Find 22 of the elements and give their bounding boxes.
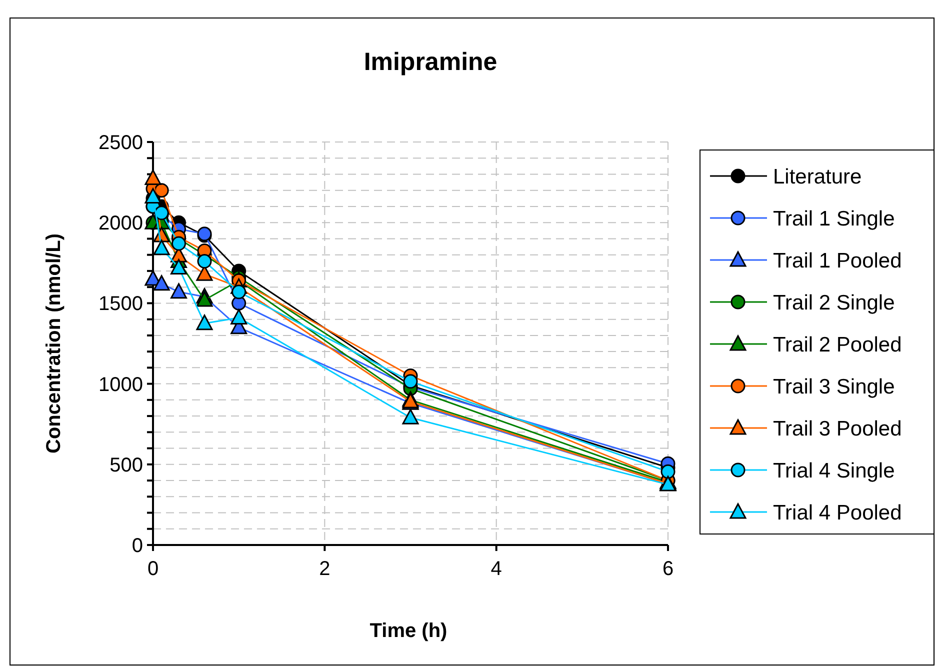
y-tick-label: 500 — [110, 454, 143, 476]
legend-label: Trial 4 Pooled — [773, 501, 902, 524]
chart-title: Imipramine — [364, 48, 498, 76]
x-axis-title: Time (h) — [370, 620, 448, 642]
y-tick-label: 2000 — [98, 212, 143, 235]
legend-label: Trail 2 Single — [773, 291, 895, 314]
y-axis-title: Concentration (nmol/L) — [43, 234, 65, 454]
legend-label: Trail 3 Single — [773, 375, 895, 398]
x-tick-label: 4 — [490, 558, 502, 580]
legend-label: Trail 3 Pooled — [773, 417, 902, 440]
x-tick-label: 6 — [662, 558, 674, 580]
y-tick-label: 2500 — [98, 132, 143, 154]
x-tick-label: 2 — [319, 558, 330, 580]
legend-label: Trial 4 Single — [773, 459, 895, 482]
y-tick-label: 1500 — [98, 293, 143, 316]
legend-label: Trail 1 Pooled — [773, 249, 902, 272]
legend-label: Literature — [773, 165, 862, 188]
x-tick-label: 0 — [147, 558, 159, 580]
y-tick-label: 0 — [132, 535, 143, 557]
y-tick-label: 1000 — [98, 374, 143, 396]
legend-label: Trail 2 Pooled — [773, 333, 902, 356]
legend-label: Trail 1 Single — [773, 207, 895, 230]
